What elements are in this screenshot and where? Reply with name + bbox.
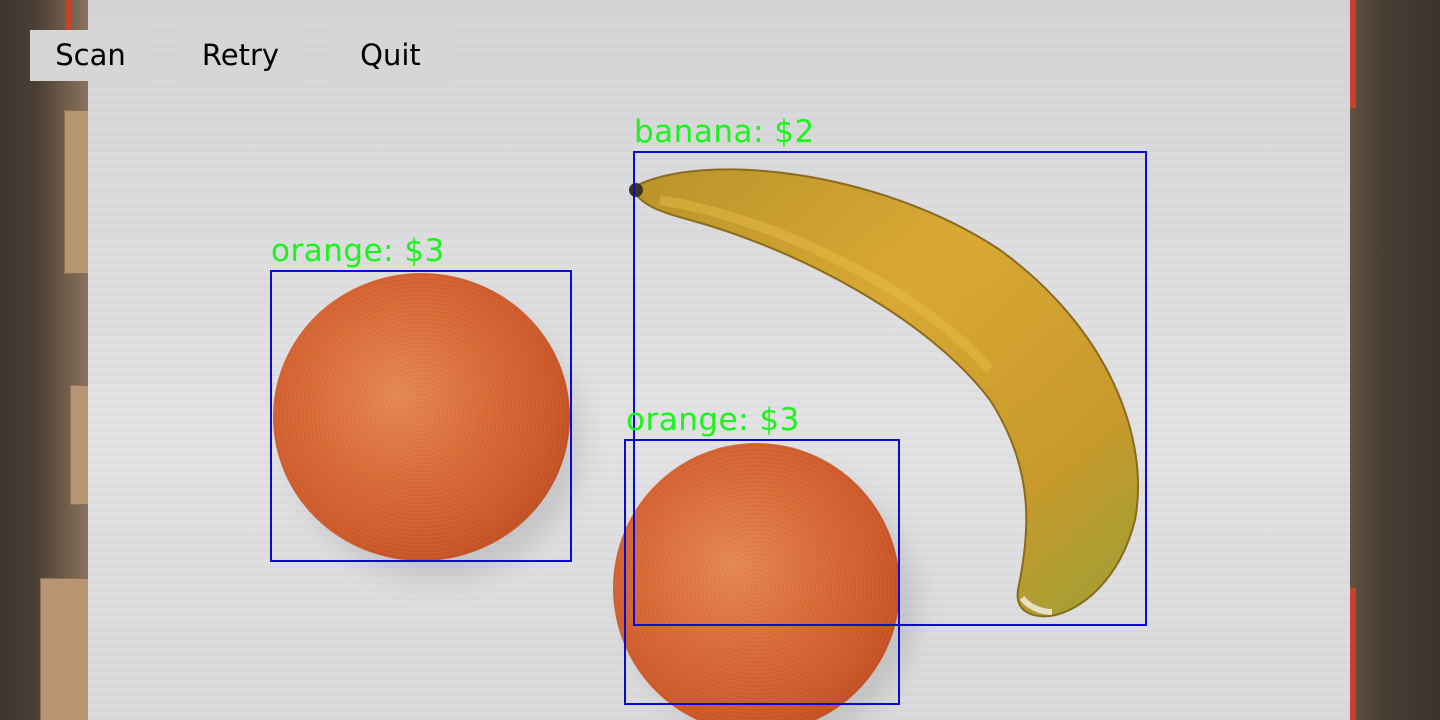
- red-strip: [1348, 588, 1356, 720]
- detection-box-banana: [633, 151, 1147, 626]
- orange-fruit: [613, 443, 900, 720]
- detection-label-orange: orange: $3: [271, 233, 445, 269]
- retry-button[interactable]: Retry: [180, 30, 301, 81]
- orange-fruit: [273, 273, 570, 561]
- scan-button[interactable]: Scan: [30, 30, 151, 81]
- quit-button[interactable]: Quit: [330, 30, 451, 81]
- detection-label-banana: banana: $2: [634, 114, 815, 150]
- cardboard-flap: [64, 110, 92, 274]
- red-strip: [66, 0, 72, 40]
- detection-box-orange: [624, 439, 900, 705]
- detection-label-orange: orange: $3: [626, 402, 800, 438]
- red-strip: [1346, 0, 1356, 108]
- detection-box-orange: [270, 270, 572, 562]
- table-edge-right: [1340, 0, 1440, 720]
